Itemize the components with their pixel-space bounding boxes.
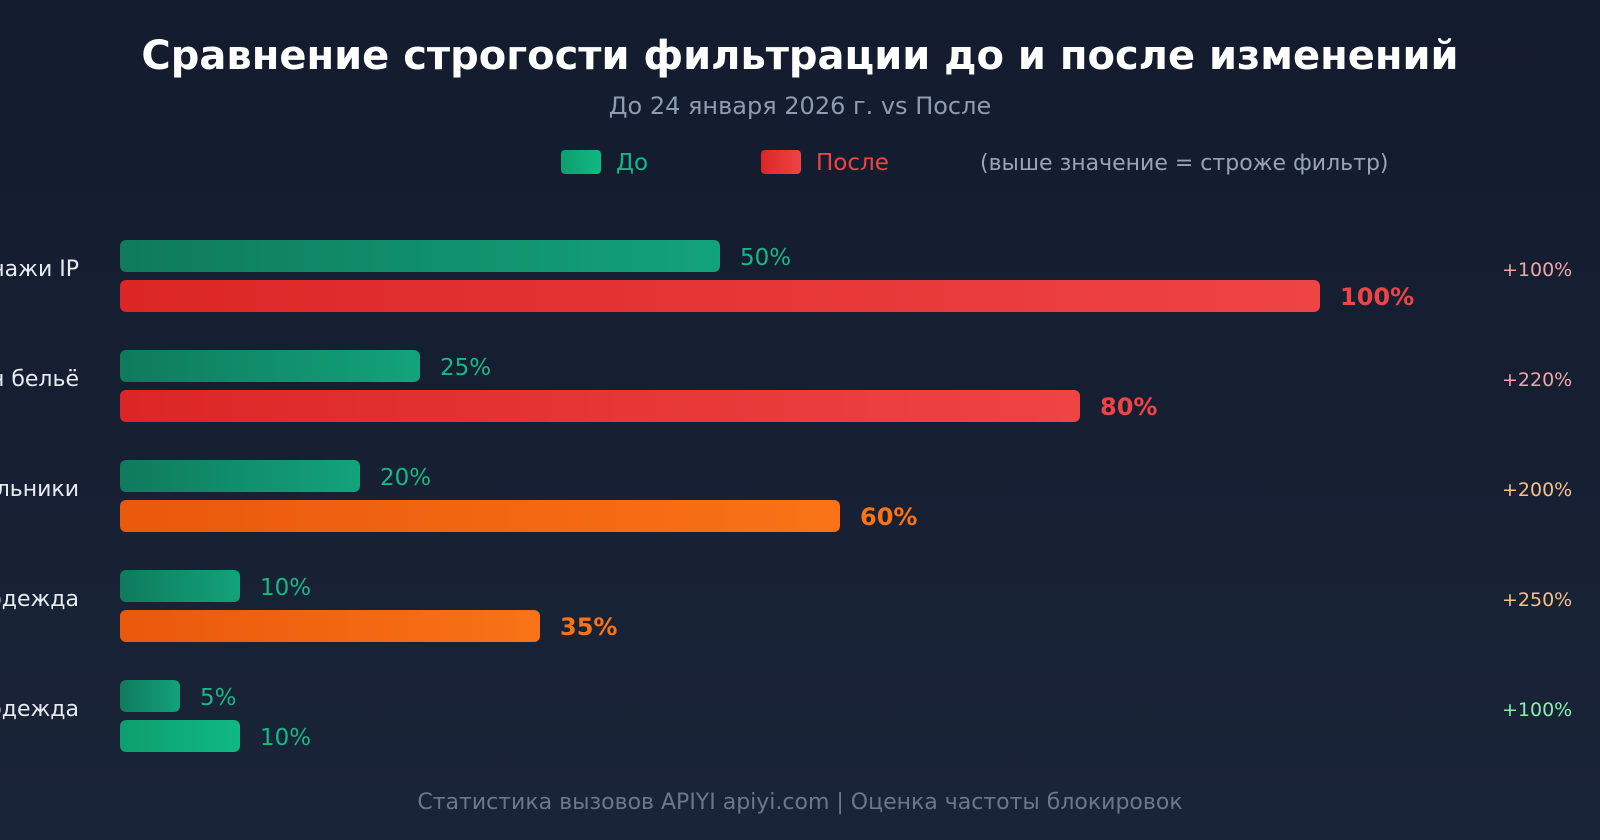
bar-before [120,680,180,712]
bar-before [120,460,360,492]
bar-after [120,720,240,752]
value-label-before: 20% [380,465,431,491]
bar-after [120,390,1080,422]
chart-title: Сравнение строгости фильтрации до и посл… [141,33,1458,79]
legend-swatch-after [761,150,801,174]
chart-footer: Статистика вызовов APIYI apiyi.com | Оце… [417,790,1182,815]
bar-before [120,240,720,272]
value-label-before: 50% [740,245,791,271]
bar-after [120,500,840,532]
legend-note: (выше значение = строже фильтр) [980,151,1389,176]
value-label-before: 10% [260,575,311,601]
legend-label-after: После [816,150,889,176]
bar-before [120,350,420,382]
value-label-after: 35% [560,613,617,641]
value-label-after: 60% [860,503,917,531]
category-label: одежда [0,587,79,612]
bar-after [120,610,540,642]
bars-group: нажи IP 50% 100% +100% н бельё 25% 80% +220% льн… [0,240,1572,752]
value-label-before: 5% [200,685,237,711]
legend-label-before: До [616,150,648,176]
category-label: одежда [0,697,79,722]
legend: До После (выше значение = строже фильтр) [561,150,1389,176]
change-label: +100% [1502,699,1572,721]
bar-before [120,570,240,602]
category-label: льники [0,477,79,502]
change-label: +220% [1502,369,1572,391]
category-label: н бельё [0,367,79,392]
chart-subtitle: До 24 января 2026 г. vs После [609,92,991,120]
change-label: +250% [1502,589,1572,611]
value-label-before: 25% [440,355,491,381]
category-label: нажи IP [0,257,79,282]
change-label: +100% [1502,259,1572,281]
value-label-after: 10% [260,725,311,751]
value-label-after: 100% [1340,283,1414,311]
bar-after [120,280,1320,312]
value-label-after: 80% [1100,393,1157,421]
legend-swatch-before [561,150,601,174]
change-label: +200% [1502,479,1572,501]
